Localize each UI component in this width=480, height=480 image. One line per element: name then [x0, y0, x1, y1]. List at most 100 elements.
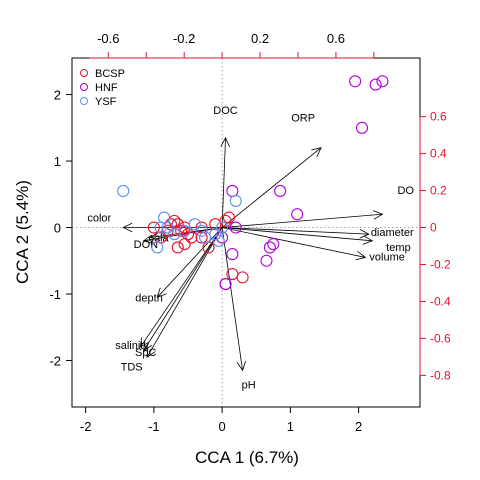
site-point-bcsp [222, 211, 235, 224]
legend-marker-hnf [80, 83, 88, 91]
site-point-hnf [355, 121, 369, 134]
site-point-ysf [216, 221, 229, 234]
vector-tds-line [143, 227, 223, 351]
site-point-bcsp [185, 231, 198, 244]
top-tick-label: 0.6 [327, 31, 345, 46]
site-point-bcsp [226, 267, 239, 281]
y-axis-title: CCA 2 (5.4%) [13, 180, 32, 284]
vector-label: volume [369, 251, 404, 263]
top-tick-label: 0.2 [251, 31, 269, 46]
vector-temp-line [222, 227, 373, 242]
legend: BCSP HNF YSF [80, 68, 125, 108]
vector-label: diameter [371, 227, 414, 239]
x-tick-label: -2 [80, 419, 92, 434]
site-point-hnf [263, 241, 276, 254]
site-point-bcsp [209, 218, 222, 231]
vector-doc-arrowhead [220, 136, 230, 148]
site-point-hnf [226, 248, 239, 261]
vector-diameter-line [222, 227, 369, 235]
biplot-top-axis: -0.6 -0.2 0.2 0.6 [89, 31, 375, 59]
site-point-bcsp [195, 231, 208, 244]
site-point-bcsp [236, 271, 249, 284]
site-point-ysf [195, 224, 208, 237]
vector-label: salinity [115, 340, 149, 352]
vector-volume-arrowhead [355, 251, 367, 261]
site-point-ysf [117, 184, 130, 198]
y-tick-label: -2 [49, 353, 61, 368]
right-tick-label: -0.8 [430, 368, 451, 382]
site-point-hnf [349, 75, 362, 88]
y-tick-label: 1 [54, 154, 61, 169]
vector-label: DO [397, 185, 414, 197]
site-point-hnf [260, 254, 273, 267]
site-point-hnf [291, 208, 304, 221]
site-point-ysf [188, 218, 201, 231]
vector-label: depth [135, 292, 163, 304]
vector-doc-line [221, 137, 226, 228]
site-point-ysf [161, 221, 174, 234]
vector-label: temp [386, 242, 410, 254]
site-point-ysf [212, 234, 225, 247]
right-tick-label: 0.4 [430, 147, 447, 161]
y-tick-label: 0 [54, 221, 61, 236]
site-point-bcsp [175, 224, 188, 237]
right-tick-label: 0.6 [430, 110, 447, 124]
vector-temp-arrowhead [362, 235, 374, 245]
x-tick-label: 1 [287, 419, 294, 434]
site-point-hnf [376, 75, 389, 88]
vector-depth-arrowhead [156, 287, 167, 298]
legend-marker-bcsp [80, 69, 88, 77]
vector-label: color [87, 213, 111, 225]
site-point-ysf [178, 224, 191, 237]
x-tick-label: 2 [355, 419, 362, 434]
vector-ph-arrowhead [236, 360, 246, 372]
legend-label: HNF [95, 82, 118, 94]
site-point-hnf [229, 221, 242, 234]
right-tick-label: -0.6 [430, 331, 451, 345]
vector-label: SpC [135, 347, 156, 359]
right-tick-label: 0 [430, 221, 437, 235]
site-point-bcsp [171, 241, 184, 254]
site-points [117, 75, 389, 291]
top-tick-label: -0.6 [97, 31, 119, 46]
vector-diameter-arrowhead [359, 229, 370, 239]
right-tick-label: -0.4 [430, 294, 451, 308]
site-point-hnf [369, 78, 382, 91]
vector-spc-arrowhead [146, 347, 156, 358]
site-point-ysf [229, 194, 242, 207]
site-point-bcsp [171, 218, 184, 231]
vector-do-arrowhead [372, 210, 384, 220]
vector-spc-line [146, 227, 223, 358]
vector-salinity-arrowhead [139, 337, 150, 348]
vector-label: pH [242, 379, 256, 391]
site-point-hnf [274, 184, 287, 198]
vector-do-line [222, 213, 383, 228]
site-point-hnf [219, 277, 232, 291]
y-tick-label: 2 [54, 88, 61, 103]
vector-label: TDS [121, 361, 143, 373]
vector-don-arrowhead [142, 234, 154, 244]
site-point-bcsp [219, 214, 232, 227]
vector-label: DOC [213, 105, 238, 117]
environment-vectors: DOCORPDOdiametertempvolumecolorchlaDONde… [87, 105, 414, 392]
x-axis: -2 -1 0 1 2 [80, 407, 362, 434]
vector-label: ORP [291, 113, 315, 125]
vector-ph-line [221, 227, 243, 371]
site-point-bcsp [147, 221, 160, 234]
site-point-bcsp [178, 238, 191, 251]
x-axis-title: CCA 1 (6.7%) [195, 448, 299, 467]
vector-tds-arrowhead [143, 340, 153, 352]
x-tick-label: -1 [148, 419, 160, 434]
right-tick-label: -0.2 [430, 257, 451, 271]
vector-orp-line [221, 147, 322, 228]
legend-marker-ysf [80, 97, 88, 105]
site-point-bcsp [161, 224, 174, 237]
legend-label: YSF [95, 96, 117, 108]
y-tick-label: -1 [49, 287, 61, 302]
vector-depth-line [157, 227, 223, 298]
site-point-hnf [226, 184, 239, 198]
y-axis: -2 -1 0 1 2 [49, 88, 72, 368]
vector-color-arrowhead [122, 222, 133, 233]
vector-volume-line [222, 227, 366, 258]
top-tick-label: -0.2 [173, 31, 195, 46]
